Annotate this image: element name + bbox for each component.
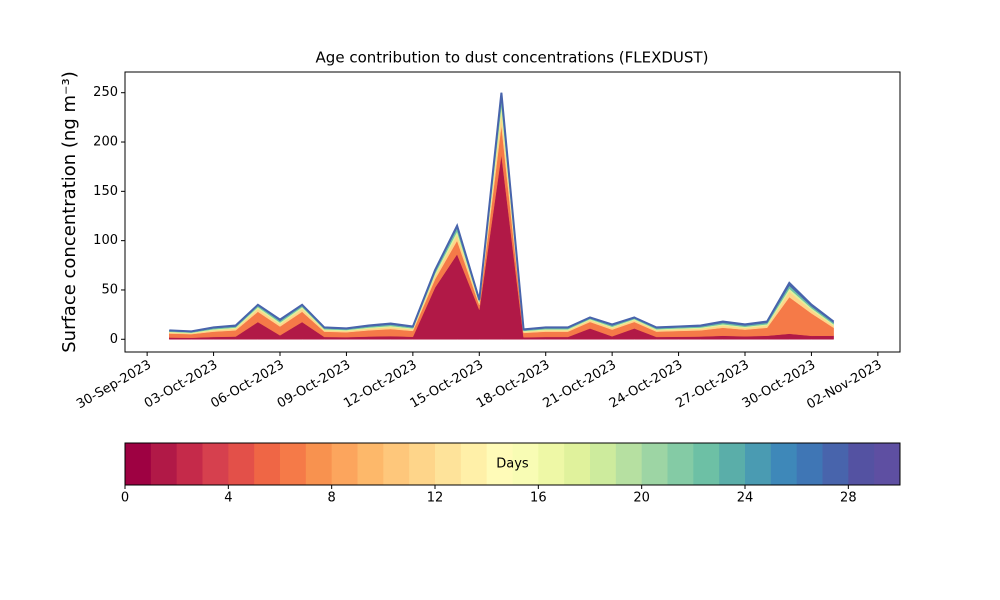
colorbar-tick-label: 8 <box>328 491 336 506</box>
colorbar-tick-label: 16 <box>530 491 547 506</box>
colorbar-cell <box>176 443 203 485</box>
y-tick-label: 50 <box>101 282 118 297</box>
x-tick-label: 03-Oct-2023 <box>142 358 220 412</box>
colorbar-cell <box>874 443 901 485</box>
colorbar-cell <box>641 443 668 485</box>
colorbar-cell <box>564 443 591 485</box>
x-tick-label: 27-Oct-2023 <box>673 358 751 412</box>
x-tick-label: 30-Sep-2023 <box>74 358 154 413</box>
colorbar-cell <box>796 443 823 485</box>
x-tick-label: 12-Oct-2023 <box>341 358 419 412</box>
x-tick-label: 15-Oct-2023 <box>408 358 486 412</box>
colorbar-cell <box>254 443 281 485</box>
colorbar-cell <box>486 443 513 485</box>
colorbar-cell <box>590 443 617 485</box>
colorbar-cell <box>383 443 410 485</box>
plot-frame <box>124 71 901 353</box>
colorbar-cell <box>331 443 358 485</box>
colorbar-cell <box>667 443 694 485</box>
colorbar-cell <box>693 443 720 485</box>
colorbar-tick-label: 12 <box>427 491 444 506</box>
colorbar-cell <box>822 443 849 485</box>
colorbar-cell <box>538 443 565 485</box>
colorbar-cell <box>280 443 307 485</box>
x-tick-label: 06-Oct-2023 <box>208 358 286 412</box>
y-tick-label: 0 <box>110 332 118 347</box>
colorbar-tick-label: 0 <box>121 491 129 506</box>
y-tick-label: 200 <box>93 135 118 150</box>
colorbar-cell <box>512 443 539 485</box>
colorbar-tick-label: 20 <box>633 491 650 506</box>
colorbar-cell <box>848 443 875 485</box>
colorbar-cell <box>125 443 152 485</box>
y-tick-label: 150 <box>93 184 118 199</box>
colorbar-cell <box>409 443 436 485</box>
chart-title: Age contribution to dust concentrations … <box>316 49 709 67</box>
colorbar-tick-label: 24 <box>737 491 754 506</box>
y-axis-label: Surface concentration (ng m⁻³) <box>59 71 80 353</box>
top-line <box>169 92 835 333</box>
colorbar-cell <box>435 443 462 485</box>
colorbar-cell <box>460 443 488 485</box>
x-tick-label: 24-Oct-2023 <box>607 358 685 412</box>
colorbar-cell <box>202 443 229 485</box>
colorbar-cell <box>615 443 643 485</box>
x-tick-label: 09-Oct-2023 <box>275 358 353 412</box>
colorbar-cell <box>305 443 333 485</box>
y-tick-label: 100 <box>93 233 118 248</box>
colorbar-frame <box>124 442 901 486</box>
x-tick-label: 02-Nov-2023 <box>804 358 884 413</box>
colorbar-cell <box>357 443 384 485</box>
x-tick-label: 21-Oct-2023 <box>541 358 619 412</box>
colorbar-cell <box>745 443 772 485</box>
colorbar-cell <box>228 443 255 485</box>
colorbar-cell <box>770 443 798 485</box>
colorbar-tick-label: 28 <box>840 491 857 506</box>
y-tick-label: 250 <box>93 85 118 100</box>
x-tick-label: 18-Oct-2023 <box>474 358 552 412</box>
colorbar-cell <box>719 443 746 485</box>
colorbar-cell <box>150 443 178 485</box>
colorbar-tick-label: 4 <box>224 491 232 506</box>
colorbar-label: Days <box>496 457 529 472</box>
